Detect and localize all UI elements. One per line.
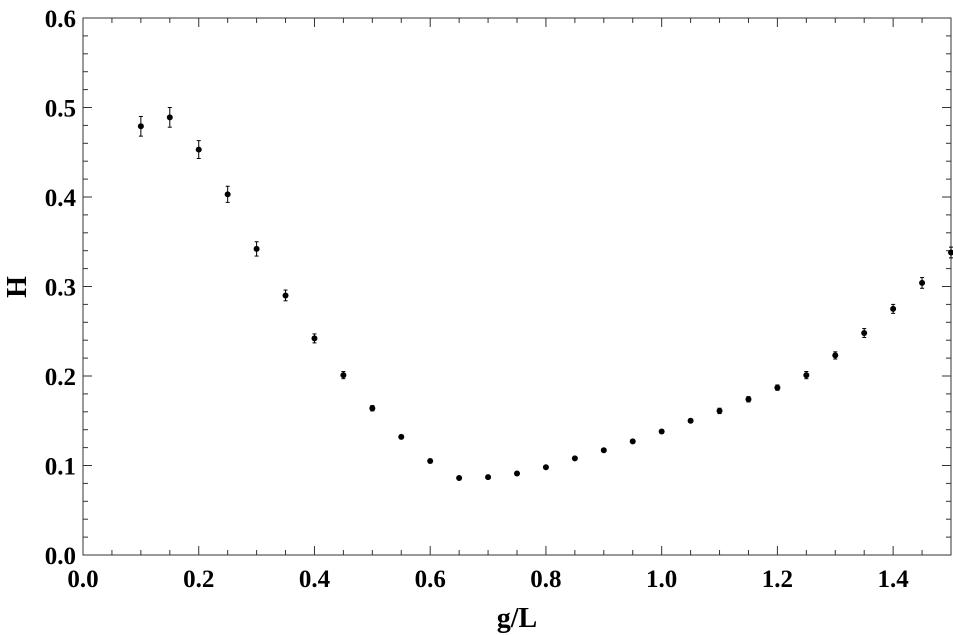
- y-tick-label: 0.3: [45, 275, 76, 302]
- data-point: [861, 328, 868, 339]
- data-point: [340, 371, 347, 380]
- point-marker: [253, 245, 260, 252]
- x-axis: 0.0 0.2 0.4 0.6 0.8 1.0 1.2 1.4: [67, 18, 952, 593]
- point-marker: [948, 249, 953, 256]
- point-marker: [166, 114, 173, 121]
- point-marker: [658, 428, 665, 435]
- y-tick-label: 0.2: [45, 364, 76, 391]
- data-point: [224, 185, 231, 203]
- y-tick-label: 0.4: [45, 185, 77, 212]
- y-tick-label: 0.0: [45, 543, 76, 570]
- point-marker: [890, 305, 897, 312]
- point-marker: [485, 474, 492, 481]
- data-point: [600, 447, 607, 454]
- data-point: [803, 371, 810, 380]
- point-marker: [571, 455, 578, 462]
- data-point: [919, 277, 926, 289]
- point-marker: [774, 384, 781, 391]
- data-point: [687, 417, 694, 424]
- x-axis-title: g/L: [497, 603, 537, 634]
- point-marker: [224, 191, 231, 198]
- data-point: [774, 384, 781, 391]
- data-points: [137, 107, 953, 482]
- data-point: [427, 458, 434, 465]
- data-point: [948, 246, 953, 259]
- data-point: [629, 438, 636, 445]
- data-point: [658, 428, 665, 435]
- data-point: [456, 475, 463, 482]
- point-marker: [600, 447, 607, 454]
- data-point: [311, 333, 318, 344]
- y-axis: 0.0 0.1 0.2 0.3 0.4 0.5 0.6: [45, 6, 951, 570]
- x-tick-label: 0.4: [299, 566, 331, 593]
- data-point: [282, 289, 289, 302]
- point-marker: [803, 372, 810, 379]
- point-marker: [716, 407, 723, 414]
- point-marker: [137, 123, 144, 130]
- point-marker: [195, 146, 202, 153]
- point-marker: [687, 417, 694, 424]
- point-marker: [514, 470, 520, 477]
- x-tick-label: 0.0: [67, 566, 98, 593]
- data-point: [890, 303, 897, 314]
- point-marker: [427, 458, 434, 465]
- point-marker: [861, 330, 868, 337]
- data-point: [137, 115, 144, 137]
- data-point: [369, 405, 376, 412]
- data-point: [716, 407, 723, 415]
- point-marker: [340, 372, 347, 379]
- data-point: [485, 474, 492, 481]
- data-point: [398, 433, 405, 440]
- y-tick-label: 0.5: [45, 96, 76, 123]
- data-point: [253, 241, 260, 257]
- point-marker: [456, 475, 463, 482]
- point-marker: [398, 433, 405, 440]
- point-marker: [542, 464, 549, 471]
- point-marker: [832, 352, 839, 359]
- data-point: [514, 470, 520, 477]
- point-marker: [919, 279, 926, 286]
- x-tick-label: 1.0: [646, 566, 677, 593]
- x-tick-label: 1.2: [762, 566, 793, 593]
- point-marker: [629, 438, 636, 445]
- point-marker: [311, 335, 318, 342]
- data-point: [571, 455, 578, 462]
- data-point: [195, 140, 202, 160]
- x-tick-label: 0.8: [530, 566, 561, 593]
- point-marker: [369, 405, 376, 412]
- data-point: [166, 107, 173, 128]
- x-tick-label: 0.2: [183, 566, 214, 593]
- y-axis-title: H: [2, 276, 33, 298]
- data-point: [745, 396, 752, 403]
- point-marker: [282, 292, 289, 299]
- point-marker: [745, 396, 752, 403]
- data-point: [542, 464, 549, 471]
- x-tick-label: 0.6: [415, 566, 446, 593]
- y-tick-label: 0.1: [45, 454, 76, 481]
- x-tick-label: 1.4: [878, 566, 910, 593]
- y-tick-label: 0.6: [45, 6, 76, 33]
- data-point: [832, 351, 839, 360]
